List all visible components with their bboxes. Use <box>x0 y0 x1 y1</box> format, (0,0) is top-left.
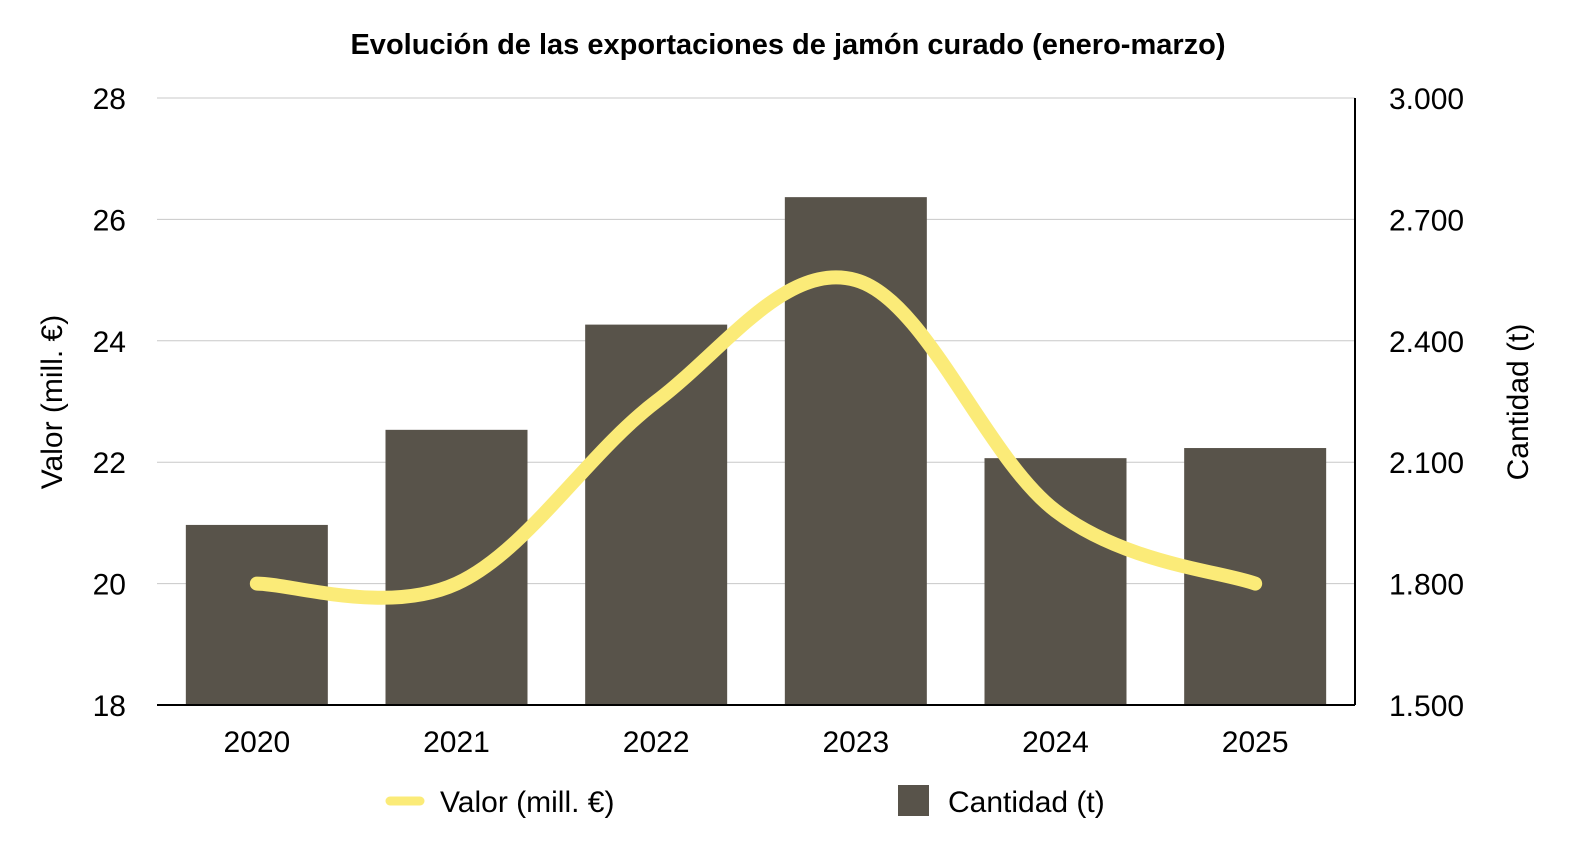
y-left-tick-label: 24 <box>93 326 126 359</box>
x-tick-label: 2024 <box>1022 726 1089 759</box>
x-tick-label: 2025 <box>1222 726 1289 759</box>
x-tick-label: 2023 <box>822 726 889 759</box>
legend: Valor (mill. €) Cantidad (t) <box>385 785 1105 819</box>
y-right-tick-label: 1.500 <box>1389 690 1464 723</box>
y-right-tick-label: 3.000 <box>1389 83 1464 116</box>
y-right-tick-label: 2.700 <box>1389 204 1464 237</box>
tick-labels: 1820222426281.5001.8002.1002.4002.7003.0… <box>93 83 1464 759</box>
legend-label-cantidad: Cantidad (t) <box>948 786 1105 819</box>
y-right-axis-title: Cantidad (t) <box>1502 324 1535 481</box>
legend-bar-swatch <box>898 785 929 816</box>
y-left-tick-label: 18 <box>93 690 126 723</box>
y-right-tick-label: 1.800 <box>1389 569 1464 602</box>
valor-line <box>249 270 1263 605</box>
x-tick-label: 2022 <box>623 726 690 759</box>
bar-series <box>185 197 1327 706</box>
line-series <box>249 270 1263 605</box>
gridlines <box>157 97 1355 585</box>
bar-2021 <box>385 429 528 705</box>
y-left-axis-title: Valor (mill. €) <box>36 315 69 489</box>
axes <box>157 98 1356 706</box>
bar-2024 <box>984 458 1127 705</box>
y-right-tick-label: 2.400 <box>1389 326 1464 359</box>
chart-title: Evolución de las exportaciones de jamón … <box>350 29 1225 61</box>
x-tick-label: 2021 <box>423 726 490 759</box>
y-left-tick-label: 28 <box>93 83 126 116</box>
bar-2020 <box>185 524 328 705</box>
x-tick-label: 2020 <box>223 726 290 759</box>
y-left-tick-label: 20 <box>93 569 126 602</box>
y-left-tick-label: 22 <box>93 447 126 480</box>
legend-label-valor: Valor (mill. €) <box>440 786 614 819</box>
y-right-tick-label: 2.100 <box>1389 447 1464 480</box>
y-left-tick-label: 26 <box>93 204 126 237</box>
bar-2022 <box>585 324 728 705</box>
